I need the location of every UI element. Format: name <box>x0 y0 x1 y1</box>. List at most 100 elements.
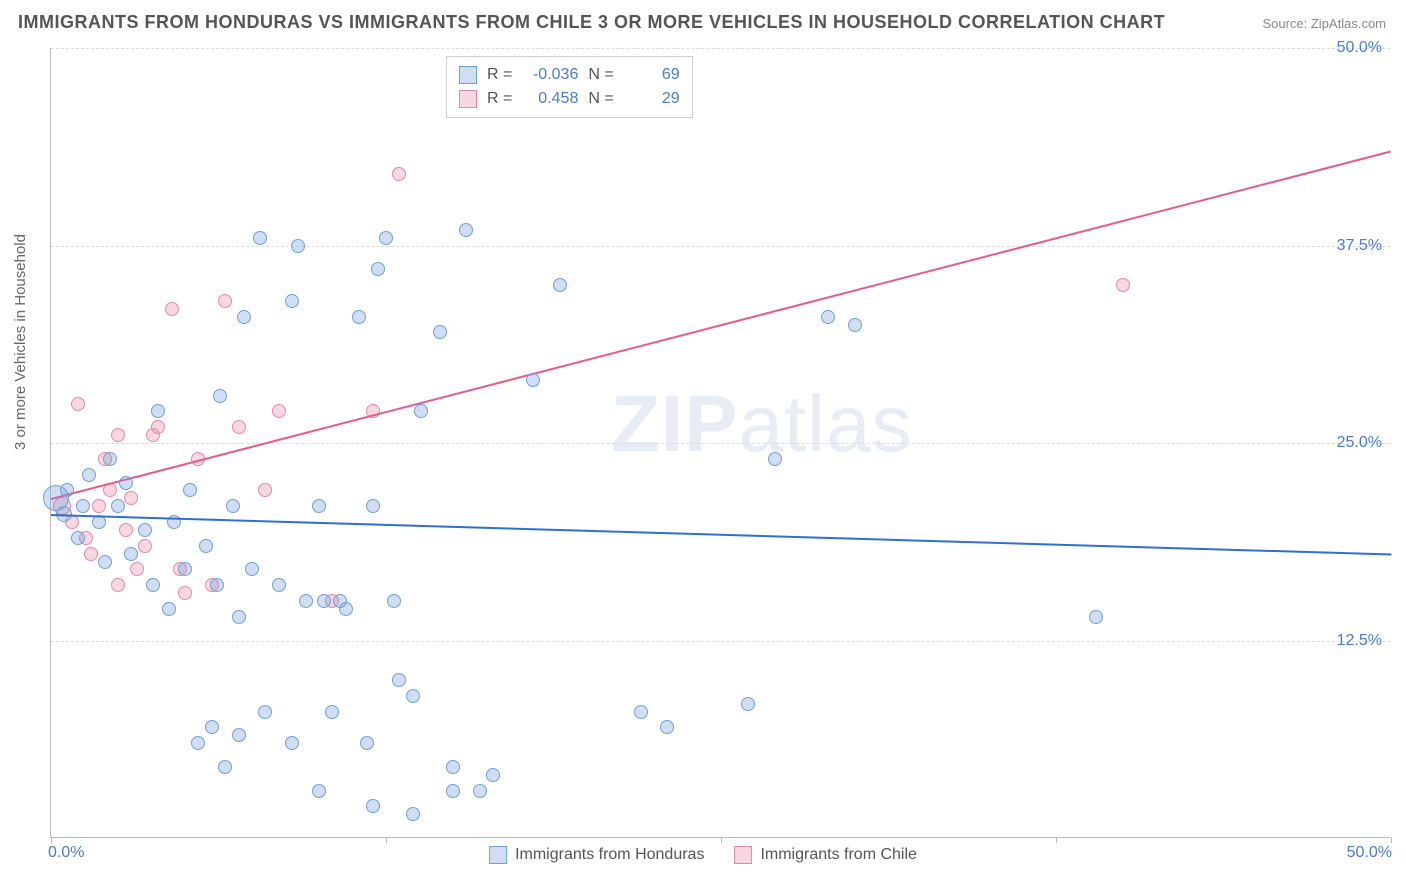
legend-swatch-honduras <box>489 846 507 864</box>
data-point-honduras <box>232 728 246 742</box>
watermark-bold: ZIP <box>611 379 738 468</box>
scatter-chart: ZIPatlas 12.5%25.0%37.5%50.0% <box>50 48 1390 838</box>
data-point-chile <box>119 523 133 537</box>
data-point-honduras <box>360 736 374 750</box>
data-point-honduras <box>183 483 197 497</box>
data-point-honduras <box>71 531 85 545</box>
y-tick-label: 12.5% <box>1337 632 1382 650</box>
data-point-chile <box>165 302 179 316</box>
data-point-honduras <box>285 294 299 308</box>
watermark-rest: atlas <box>738 379 912 468</box>
data-point-honduras <box>339 602 353 616</box>
data-point-honduras <box>634 705 648 719</box>
data-point-honduras <box>226 499 240 513</box>
data-point-honduras <box>151 404 165 418</box>
data-point-honduras <box>237 310 251 324</box>
data-point-honduras <box>768 452 782 466</box>
chart-title: IMMIGRANTS FROM HONDURAS VS IMMIGRANTS F… <box>18 12 1165 33</box>
data-point-honduras <box>124 547 138 561</box>
data-point-honduras <box>258 705 272 719</box>
data-point-chile <box>218 294 232 308</box>
data-point-honduras <box>352 310 366 324</box>
stats-swatch-honduras <box>459 66 477 84</box>
y-axis-label: 3 or more Vehicles in Household <box>12 234 29 450</box>
data-point-honduras <box>371 262 385 276</box>
data-point-honduras <box>291 239 305 253</box>
data-point-chile <box>130 562 144 576</box>
x-tick <box>721 837 722 843</box>
gridline <box>51 641 1390 642</box>
stats-row-chile: R = 0.458 N = 29 <box>459 87 680 111</box>
data-point-honduras <box>553 278 567 292</box>
data-point-honduras <box>446 760 460 774</box>
n-value-honduras: 69 <box>624 63 680 87</box>
data-point-chile <box>272 404 286 418</box>
data-point-honduras <box>76 499 90 513</box>
x-tick <box>386 837 387 843</box>
data-point-honduras <box>178 562 192 576</box>
data-point-honduras <box>406 807 420 821</box>
legend-label-chile: Immigrants from Chile <box>760 846 916 864</box>
data-point-honduras <box>325 705 339 719</box>
x-tick <box>1056 837 1057 843</box>
data-point-honduras <box>379 231 393 245</box>
r-label: R = <box>487 87 512 111</box>
data-point-honduras <box>213 389 227 403</box>
data-point-honduras <box>232 610 246 624</box>
data-point-chile <box>111 578 125 592</box>
data-point-honduras <box>98 555 112 569</box>
r-value-honduras: -0.036 <box>522 63 578 87</box>
data-point-honduras <box>406 689 420 703</box>
gridline <box>51 246 1390 247</box>
data-point-chile <box>232 420 246 434</box>
data-point-honduras <box>414 404 428 418</box>
data-point-honduras <box>366 499 380 513</box>
data-point-honduras <box>218 760 232 774</box>
data-point-honduras <box>119 476 133 490</box>
data-point-honduras <box>199 539 213 553</box>
legend-swatch-chile <box>734 846 752 864</box>
data-point-honduras <box>60 483 74 497</box>
data-point-chile <box>151 420 165 434</box>
data-point-honduras <box>245 562 259 576</box>
data-point-honduras <box>473 784 487 798</box>
n-value-chile: 29 <box>624 87 680 111</box>
data-point-honduras <box>138 523 152 537</box>
data-point-honduras <box>253 231 267 245</box>
data-point-honduras <box>272 578 286 592</box>
data-point-honduras <box>111 499 125 513</box>
data-point-honduras <box>392 673 406 687</box>
data-point-honduras <box>821 310 835 324</box>
y-tick-label: 50.0% <box>1337 39 1382 57</box>
y-tick-label: 37.5% <box>1337 237 1382 255</box>
watermark: ZIPatlas <box>611 378 912 470</box>
r-label: R = <box>487 63 512 87</box>
data-point-honduras <box>82 468 96 482</box>
data-point-chile <box>71 397 85 411</box>
data-point-honduras <box>1089 610 1103 624</box>
x-axis-max-label: 50.0% <box>1347 844 1392 862</box>
y-tick-label: 25.0% <box>1337 434 1382 452</box>
data-point-honduras <box>285 736 299 750</box>
data-point-honduras <box>433 325 447 339</box>
source-label: Source: ZipAtlas.com <box>1262 16 1386 31</box>
legend-item-chile: Immigrants from Chile <box>734 846 916 864</box>
data-point-honduras <box>162 602 176 616</box>
data-point-honduras <box>210 578 224 592</box>
data-point-honduras <box>366 799 380 813</box>
x-tick <box>51 837 52 843</box>
gridline <box>51 48 1390 49</box>
legend-item-honduras: Immigrants from Honduras <box>489 846 704 864</box>
data-point-chile <box>1116 278 1130 292</box>
data-point-honduras <box>446 784 460 798</box>
legend-label-honduras: Immigrants from Honduras <box>515 846 704 864</box>
data-point-chile <box>178 586 192 600</box>
x-tick <box>1391 837 1392 843</box>
data-point-honduras <box>848 318 862 332</box>
data-point-honduras <box>312 499 326 513</box>
bottom-legend: Immigrants from Honduras Immigrants from… <box>489 846 917 864</box>
data-point-honduras <box>459 223 473 237</box>
data-point-honduras <box>205 720 219 734</box>
stats-row-honduras: R = -0.036 N = 69 <box>459 63 680 87</box>
r-value-chile: 0.458 <box>522 87 578 111</box>
